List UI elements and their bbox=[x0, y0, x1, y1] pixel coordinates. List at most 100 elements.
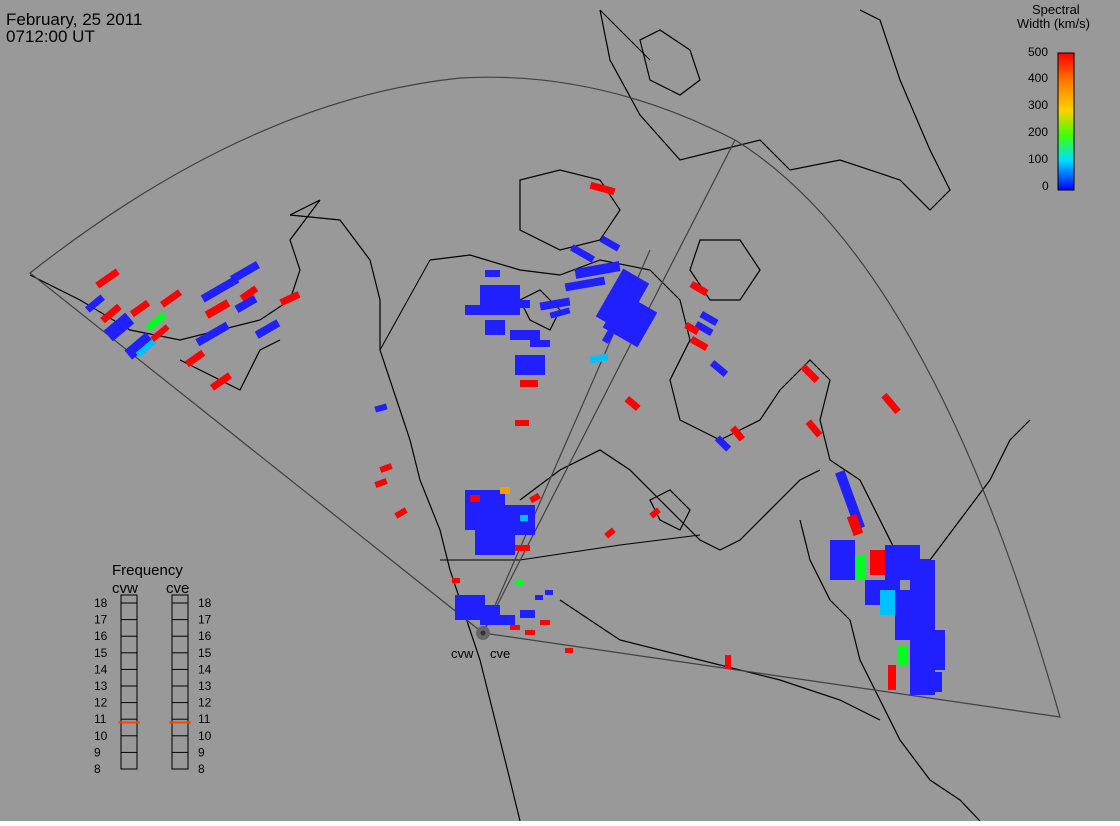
echo-cell bbox=[649, 507, 661, 519]
echo-cell bbox=[529, 492, 541, 504]
radar-echoes bbox=[85, 181, 945, 695]
frequency-tick-label: 9 bbox=[198, 745, 205, 759]
frequency-tick-label: 18 bbox=[94, 596, 108, 610]
echo-cell bbox=[689, 280, 709, 297]
echo-cell bbox=[569, 244, 596, 263]
echo-cell bbox=[200, 275, 240, 303]
echo-cell bbox=[515, 545, 530, 551]
frequency-panel: Frequency cvw cve 1817161514131211109818… bbox=[94, 562, 212, 776]
echo-cell bbox=[500, 615, 515, 625]
echo-cell bbox=[394, 507, 408, 519]
echo-cell bbox=[689, 335, 709, 352]
frequency-tick-label: 10 bbox=[198, 729, 212, 743]
frequency-tick-label: 13 bbox=[198, 679, 212, 693]
echo-cell bbox=[379, 463, 393, 473]
colorbar-tick: 200 bbox=[1028, 125, 1048, 139]
colorbar-tick: 300 bbox=[1028, 98, 1048, 112]
echo-cell bbox=[599, 235, 621, 252]
frequency-tick-label: 14 bbox=[198, 662, 212, 676]
echo-cell bbox=[540, 620, 550, 625]
frequency-tick-label: 11 bbox=[94, 712, 107, 726]
echo-cell bbox=[230, 261, 260, 283]
frequency-tick-label: 13 bbox=[94, 679, 108, 693]
echo-cell bbox=[510, 330, 540, 340]
echo-cell bbox=[374, 403, 388, 413]
frequency-tick-label: 11 bbox=[198, 712, 211, 726]
echo-cell bbox=[150, 324, 170, 342]
echo-cell bbox=[485, 320, 505, 335]
echo-cell bbox=[500, 300, 530, 308]
boundaries bbox=[379, 9, 701, 561]
echo-cell bbox=[470, 495, 480, 502]
echo-cell bbox=[100, 303, 122, 324]
echo-cell bbox=[725, 655, 731, 669]
frequency-title: Frequency bbox=[112, 562, 183, 579]
echo-cell bbox=[549, 307, 571, 319]
colorbar-tick: 100 bbox=[1028, 152, 1048, 166]
echo-cell bbox=[830, 540, 855, 580]
color-bar: Spectral Width (km/s) 500 400 300 200 10… bbox=[1017, 2, 1090, 193]
colorbar-tick: 500 bbox=[1028, 45, 1048, 59]
echo-cell bbox=[910, 630, 945, 670]
frequency-tick-label: 15 bbox=[94, 646, 108, 660]
echo-cell bbox=[855, 555, 865, 580]
echo-cell bbox=[159, 289, 183, 308]
echo-cell bbox=[95, 268, 120, 289]
frequency-ladders: 18 17 16 15 14 13 12 11 10 9 8 18 17 16 15 14 13 12 11 10 9 8 bbox=[94, 594, 212, 776]
echo-cell bbox=[601, 323, 619, 344]
colorbar-title-2: Width (km/s) bbox=[1017, 16, 1090, 31]
echo-cell bbox=[520, 610, 535, 618]
frequency-tick-label: 12 bbox=[94, 696, 108, 710]
frequency-tick-label: 10 bbox=[94, 729, 108, 743]
echo-cell bbox=[195, 321, 230, 347]
echo-cell bbox=[910, 670, 935, 695]
echo-cell bbox=[239, 285, 259, 302]
date-label: February, 25 2011 bbox=[6, 10, 142, 29]
frequency-tick-label: 9 bbox=[94, 745, 101, 759]
echo-cell bbox=[589, 353, 609, 364]
echo-cell bbox=[145, 311, 167, 332]
frequency-tick-label: 18 bbox=[198, 596, 212, 610]
echo-cell bbox=[103, 312, 135, 342]
frequency-col2-label: cve bbox=[166, 580, 189, 597]
time-label: 0712:00 UT bbox=[6, 27, 95, 46]
echo-cell bbox=[800, 363, 820, 384]
frequency-col1-label: cvw bbox=[112, 580, 138, 597]
frequency-tick-label: 16 bbox=[94, 629, 108, 643]
echo-cell bbox=[452, 578, 460, 583]
frequency-tick-label: 8 bbox=[94, 762, 101, 776]
echo-cell bbox=[184, 349, 206, 368]
echo-cell bbox=[124, 332, 154, 360]
echo-cell bbox=[714, 435, 732, 452]
echo-cell bbox=[85, 294, 105, 313]
echo-cell bbox=[475, 525, 515, 555]
echo-cell bbox=[539, 297, 571, 311]
echo-cell bbox=[846, 513, 864, 537]
echo-cell bbox=[888, 665, 896, 690]
echo-cell bbox=[204, 299, 231, 319]
echo-cell bbox=[515, 580, 523, 585]
echo-cell bbox=[898, 645, 908, 665]
echo-cell bbox=[602, 292, 658, 348]
colorbar-tick: 400 bbox=[1028, 71, 1048, 85]
echo-cell bbox=[574, 261, 621, 279]
echo-cell bbox=[604, 527, 616, 539]
coastlines bbox=[29, 9, 1031, 822]
echo-cell bbox=[515, 420, 529, 426]
echo-cell bbox=[515, 355, 545, 375]
echo-cell bbox=[209, 372, 233, 391]
echo-cell bbox=[520, 380, 538, 387]
echo-cell bbox=[480, 605, 500, 625]
echo-cell bbox=[589, 181, 616, 196]
frequency-tick-label: 15 bbox=[198, 646, 212, 660]
echo-cell bbox=[535, 595, 543, 600]
echo-cell bbox=[234, 295, 258, 313]
frequency-tick-label: 16 bbox=[198, 629, 212, 643]
echo-cell bbox=[374, 478, 388, 488]
echo-cell bbox=[525, 630, 535, 635]
radar-site-center bbox=[480, 630, 486, 636]
echo-cell bbox=[254, 319, 281, 339]
radar-label-west: cvw bbox=[451, 646, 474, 661]
